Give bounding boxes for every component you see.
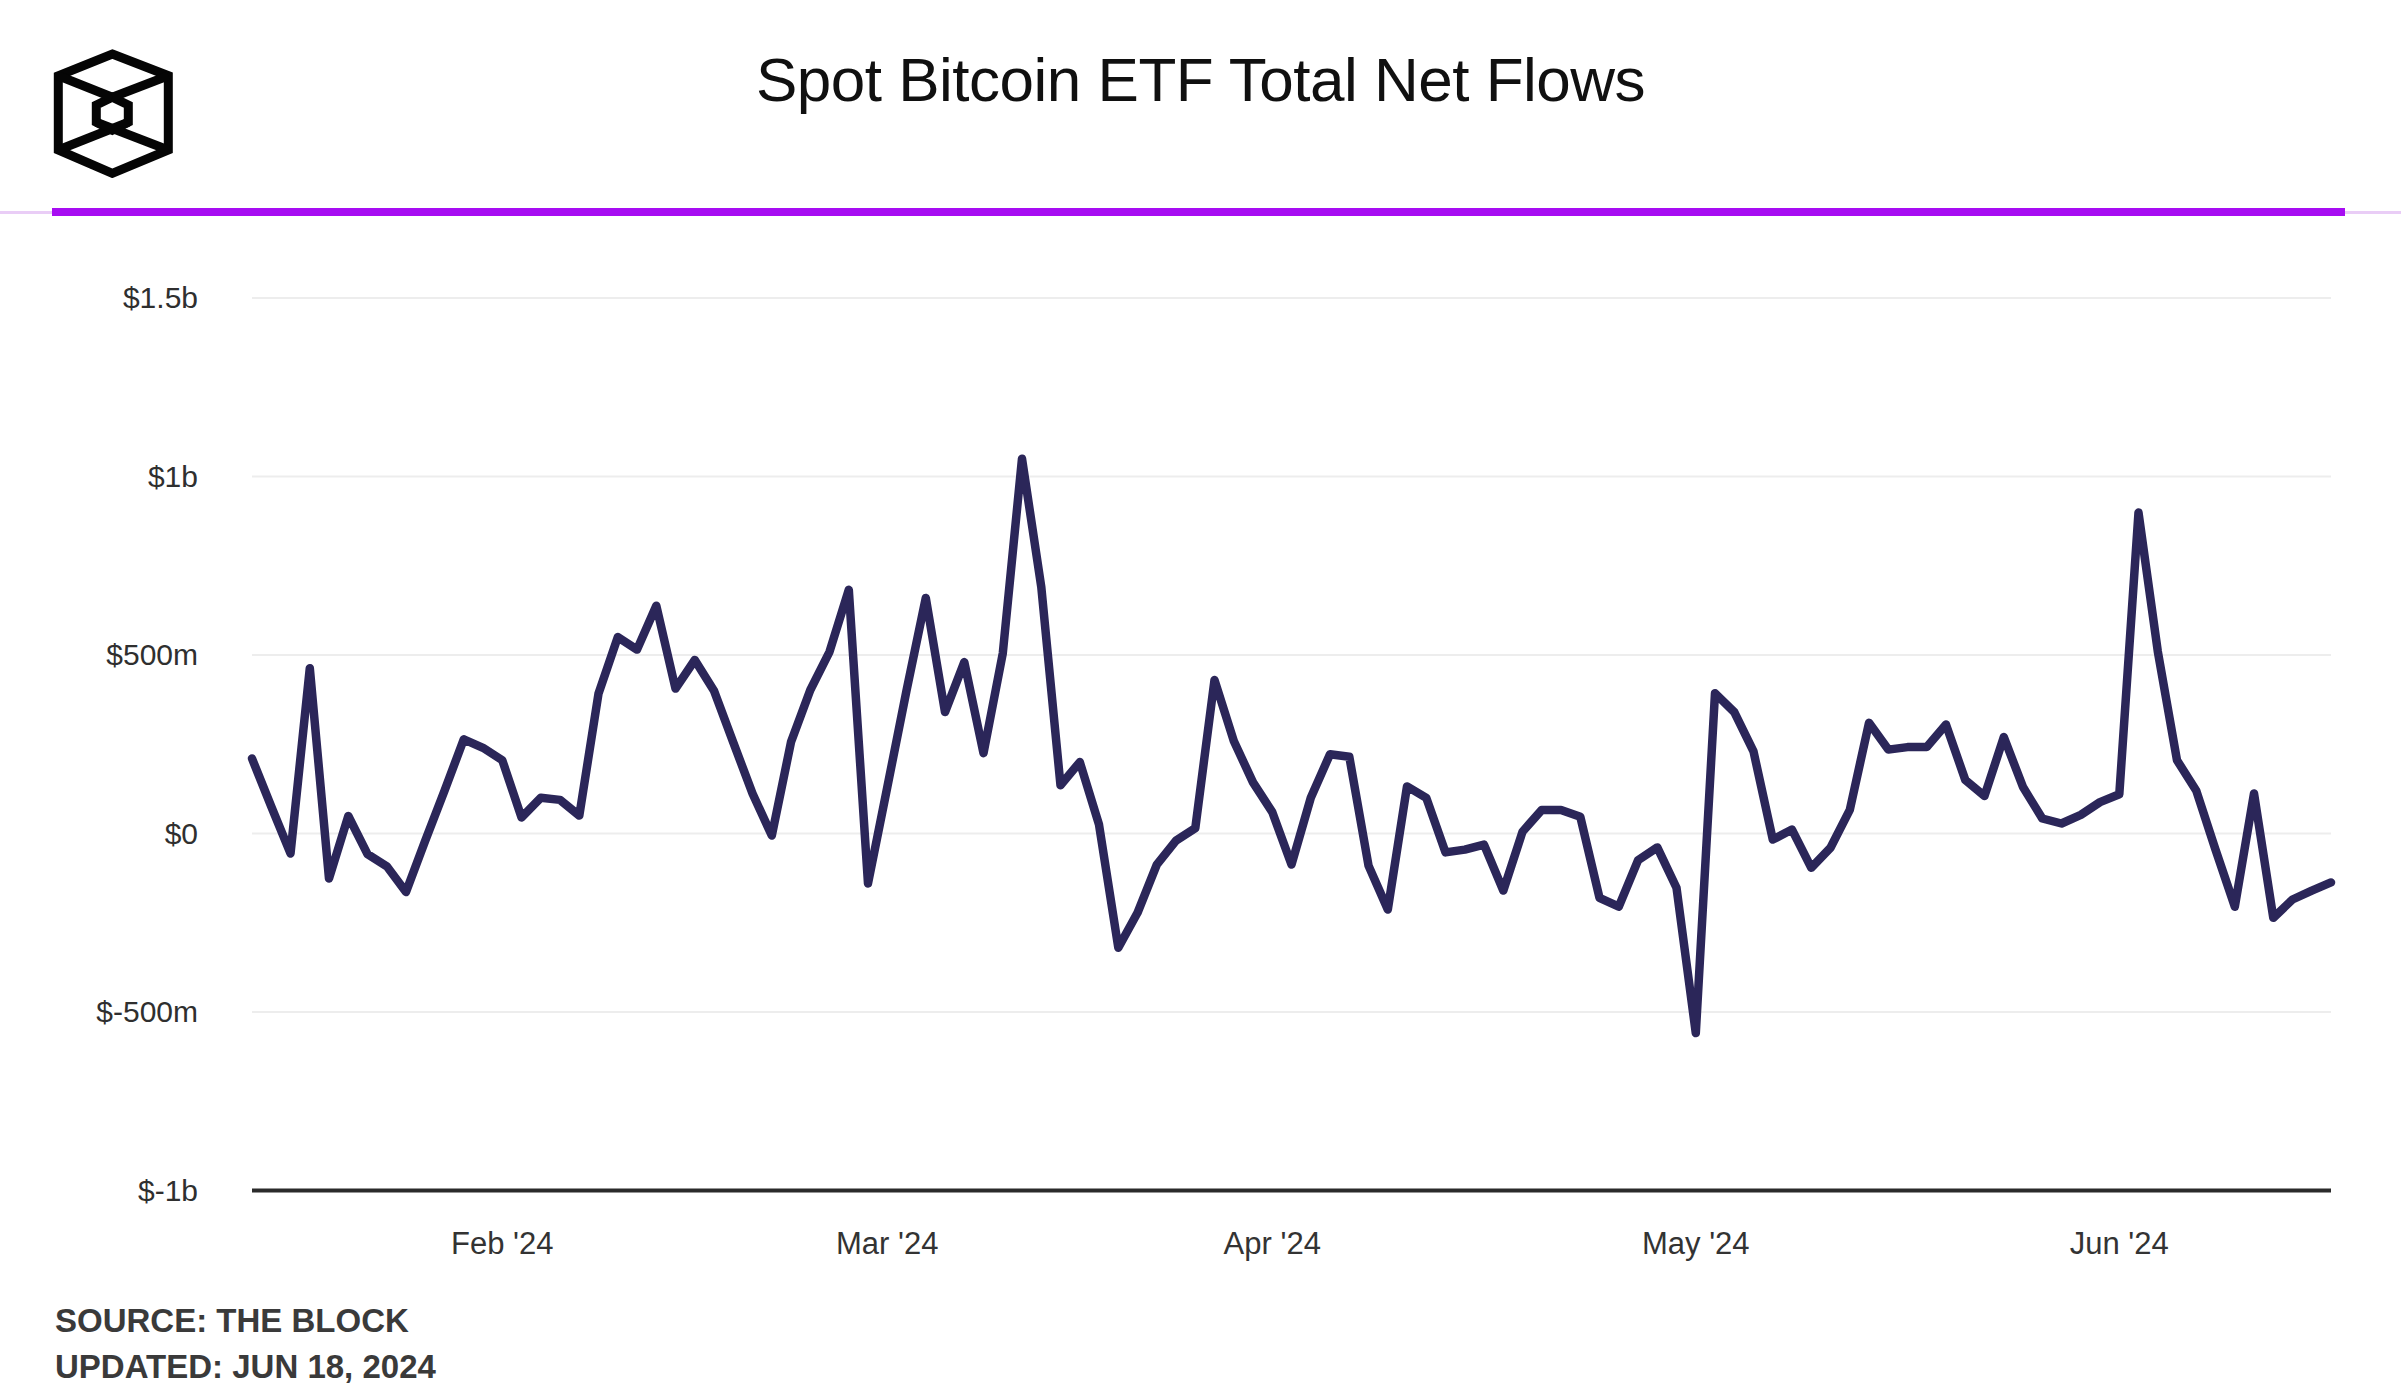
net-flows-line (252, 459, 2331, 1033)
updated-text: UPDATED: JUN 18, 2024 (55, 1344, 436, 1390)
source-text: SOURCE: THE BLOCK (55, 1298, 436, 1344)
chart-footer: SOURCE: THE BLOCK UPDATED: JUN 18, 2024 (55, 1298, 436, 1390)
chart-canvas (0, 0, 2401, 1400)
